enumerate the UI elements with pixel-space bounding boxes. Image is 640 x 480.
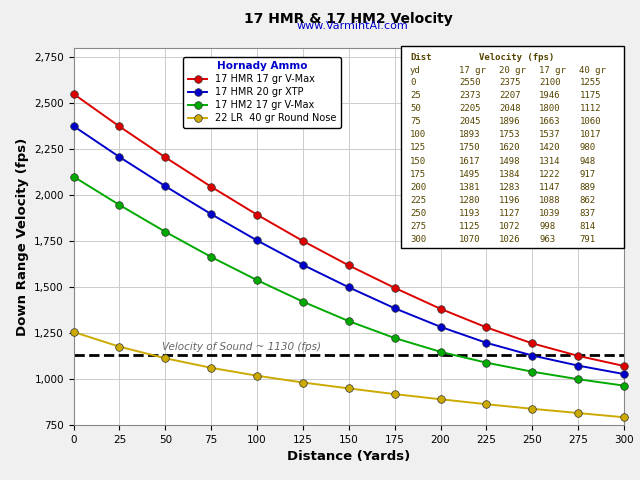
Text: www.VarmintAI.com: www.VarmintAI.com [296,22,408,31]
Text: Velocity of Sound ~ 1130 (fps): Velocity of Sound ~ 1130 (fps) [162,342,321,352]
Y-axis label: Down Range Velocity (fps): Down Range Velocity (fps) [15,137,29,336]
Legend: 17 HMR 17 gr V-Max, 17 HMR 20 gr XTP, 17 HM2 17 gr V-Max, 22 LR  40 gr Round Nos: 17 HMR 17 gr V-Max, 17 HMR 20 gr XTP, 17… [183,57,341,128]
X-axis label: Distance (Yards): Distance (Yards) [287,450,410,463]
Title: 17 HMR & 17 HM2 Velocity: 17 HMR & 17 HM2 Velocity [244,12,453,26]
